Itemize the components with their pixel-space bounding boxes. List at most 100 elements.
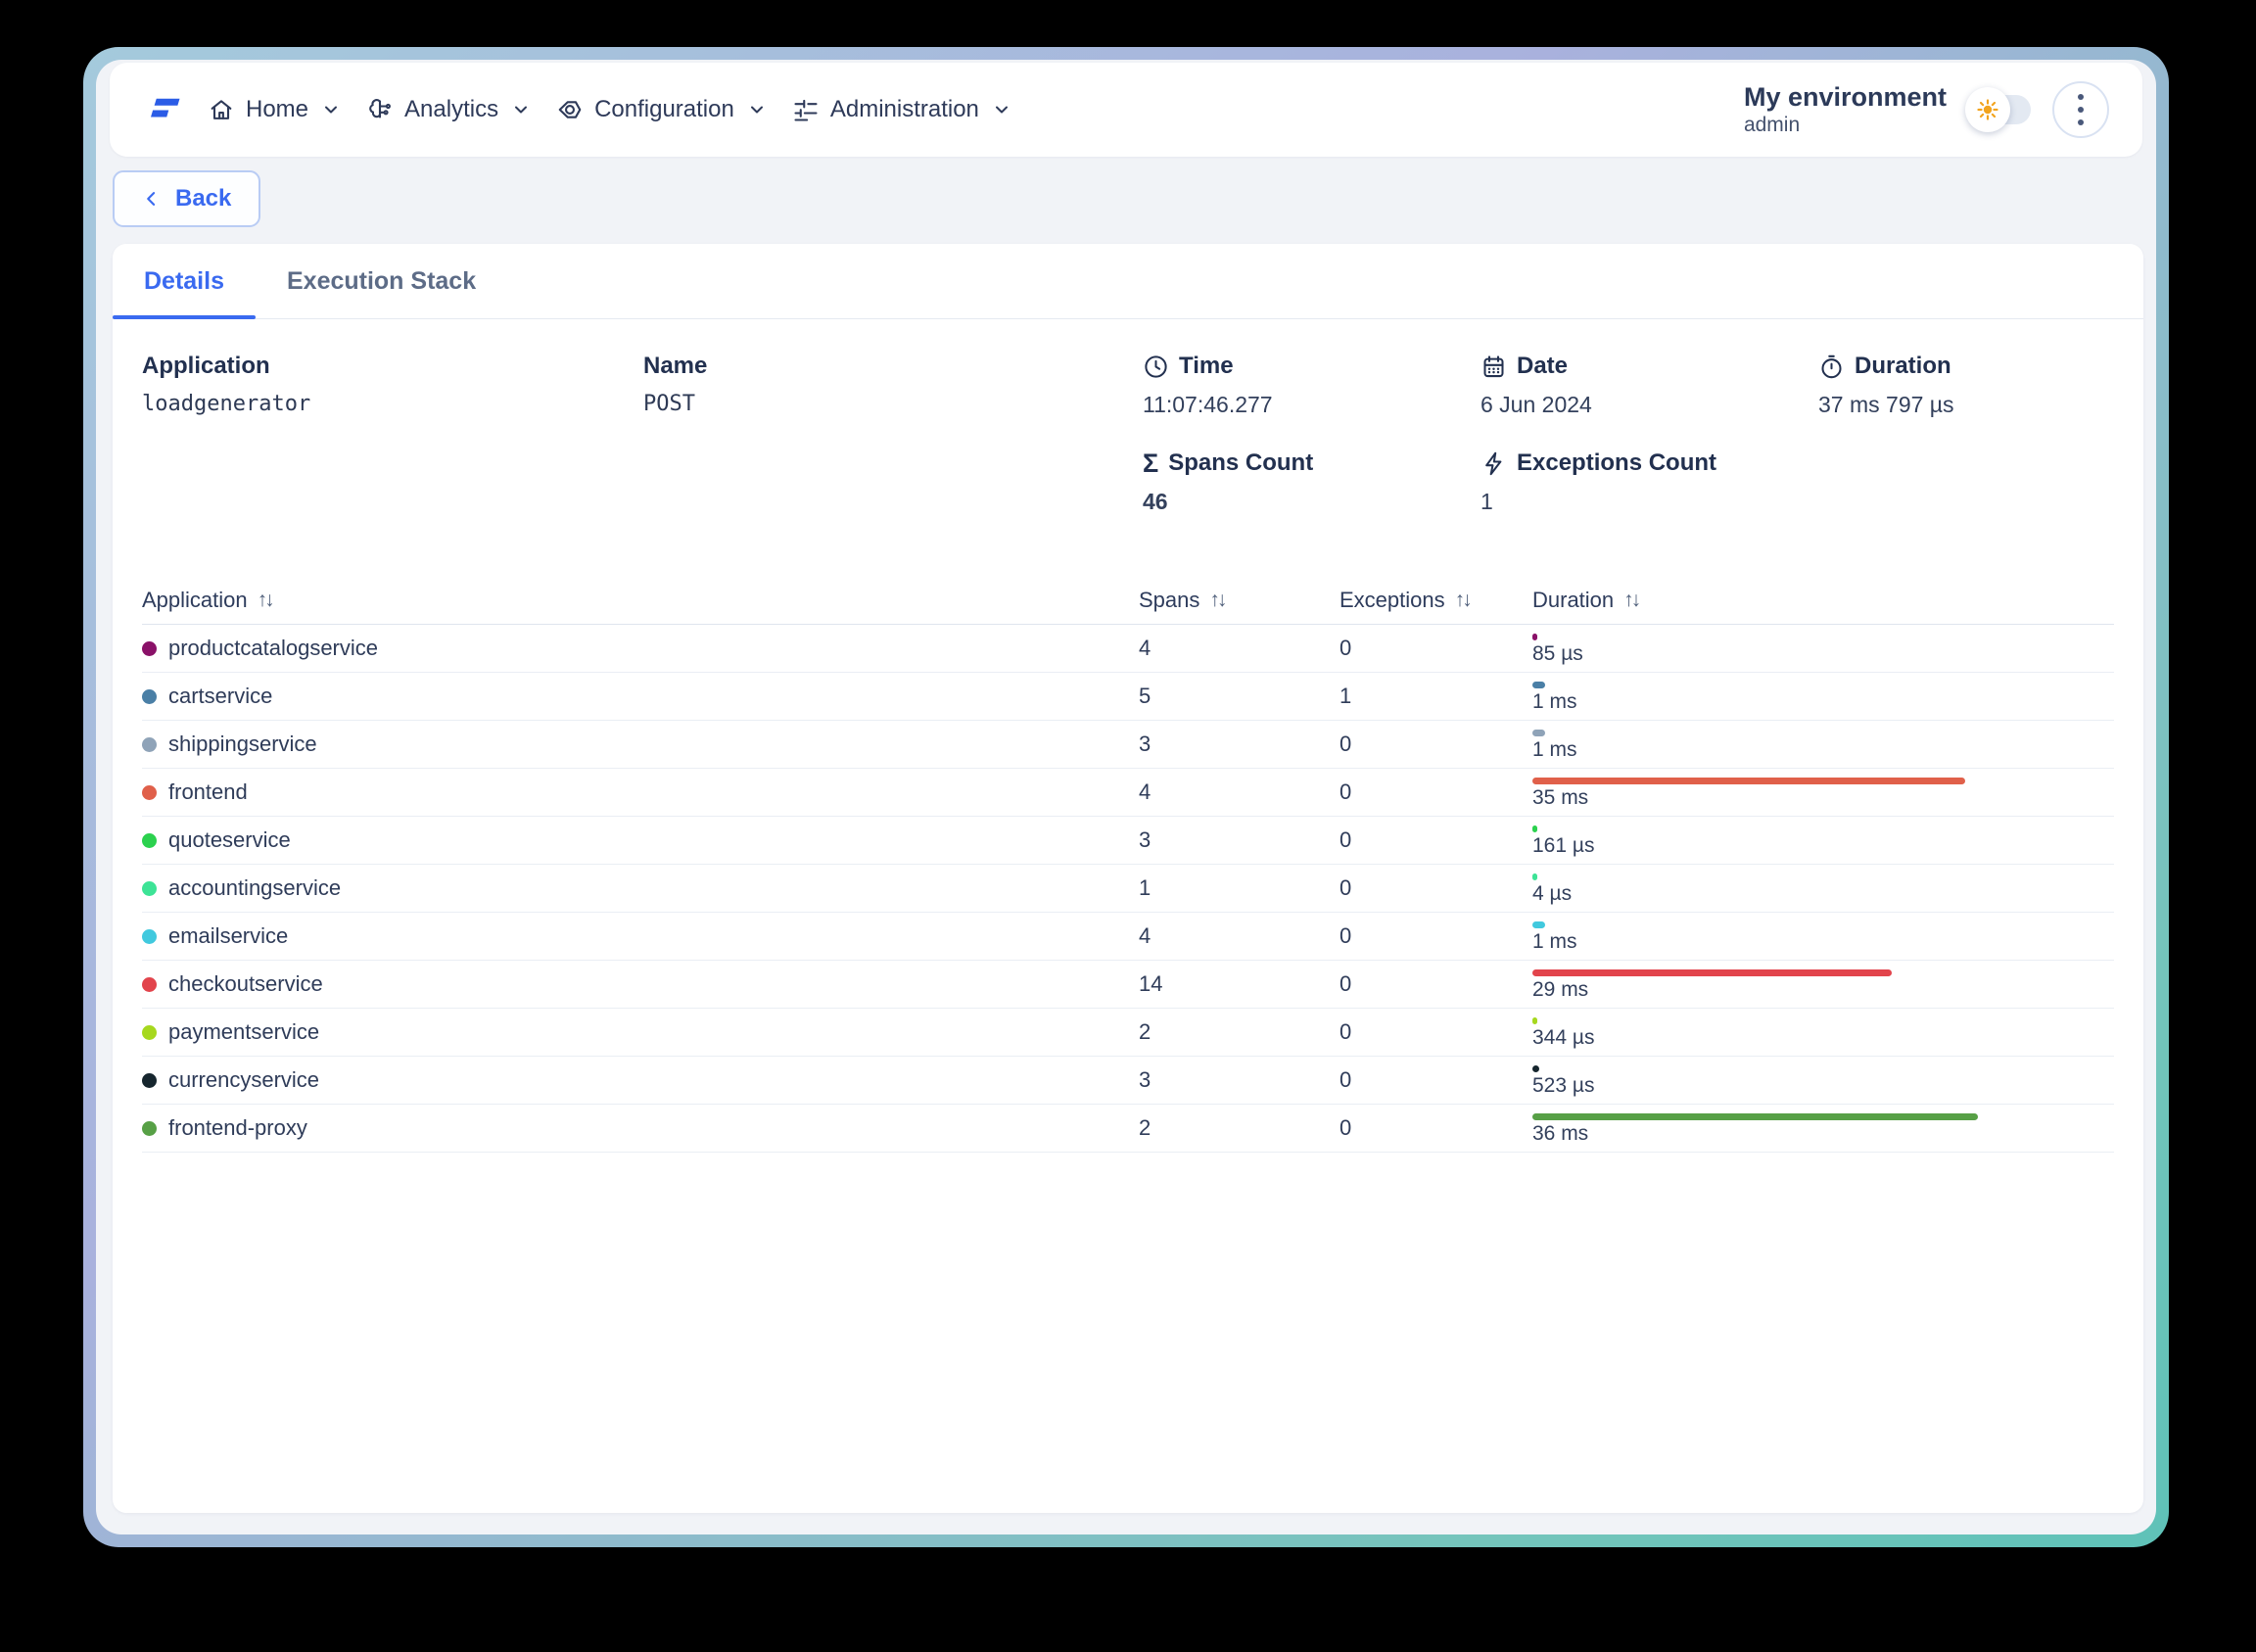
- service-color-dot: [142, 784, 157, 800]
- table-row[interactable]: emailservice 4 0 1 ms: [142, 913, 2114, 961]
- service-cell: emailservice: [142, 923, 1139, 949]
- summary-value: 1: [1480, 489, 1493, 514]
- tab-bar: Details Execution Stack: [113, 244, 2143, 319]
- theme-toggle[interactable]: [1965, 86, 2031, 132]
- duration-bar: [1532, 969, 1892, 976]
- service-cell: cartservice: [142, 684, 1139, 709]
- duration-label: 161 µs: [1532, 834, 1595, 857]
- nav-item-label: Home: [246, 96, 309, 122]
- column-label: Spans: [1139, 587, 1200, 612]
- nav-item-label: Analytics: [404, 96, 499, 122]
- tab-execution-stack[interactable]: Execution Stack: [256, 244, 507, 318]
- sort-duration-header[interactable]: Duration ↑↓: [1532, 588, 2114, 613]
- duration-bar: [1532, 778, 1966, 784]
- exceptions-count-cell: 0: [1340, 827, 1352, 852]
- tab-details[interactable]: Details: [113, 244, 256, 319]
- service-cell: accountingservice: [142, 875, 1139, 901]
- kebab-dot: [2078, 93, 2084, 100]
- bolt-icon: [1485, 451, 1502, 475]
- service-color-dot: [142, 832, 157, 848]
- sort-exceptions-header[interactable]: Exceptions ↑↓: [1340, 588, 1532, 613]
- duration-cell: 523 µs: [1532, 1057, 2114, 1104]
- nav-item-home[interactable]: Home: [208, 96, 341, 123]
- duration-bar: [1532, 682, 1545, 688]
- spans-count-cell: 1: [1139, 875, 1152, 900]
- environment-info: My environment admin: [1744, 81, 1947, 139]
- service-cell: productcatalogservice: [142, 636, 1139, 661]
- summary-value: 11:07:46.277: [1143, 392, 1273, 417]
- duration-cell: 36 ms: [1532, 1105, 2114, 1152]
- spans-count-cell: 4: [1139, 779, 1152, 804]
- service-name: paymentservice: [168, 1019, 320, 1044]
- spans-count-cell: 2: [1139, 1115, 1152, 1140]
- exceptions-count-cell: 0: [1340, 1067, 1352, 1092]
- sliders-icon: [794, 99, 818, 121]
- duration-bar: [1532, 1113, 1978, 1120]
- duration-label: 1 ms: [1532, 738, 1577, 761]
- duration-label: 85 µs: [1532, 642, 1583, 665]
- table-row[interactable]: checkoutservice 14 0 29 ms: [142, 961, 2114, 1009]
- chevron-down-icon: [750, 106, 763, 114]
- table-header: Application ↑↓ Spans ↑↓ Exceptions ↑↓: [142, 576, 2114, 625]
- sort-arrows-icon: ↑↓: [1454, 588, 1473, 611]
- duration-cell: 1 ms: [1532, 913, 2114, 960]
- exceptions-count-cell: 0: [1340, 923, 1352, 948]
- service-name: currencyservice: [168, 1067, 320, 1092]
- nav-item-administration[interactable]: Administration: [792, 96, 1011, 123]
- sort-application-header[interactable]: Application ↑↓: [142, 588, 1139, 613]
- duration-bar-track: [1532, 1113, 1978, 1120]
- duration-bar: [1532, 873, 1537, 880]
- exceptions-count-cell: 0: [1340, 875, 1352, 900]
- nav-item-analytics[interactable]: Analytics: [366, 96, 531, 123]
- chevron-down-icon: [515, 106, 528, 114]
- duration-cell: 35 ms: [1532, 769, 2114, 816]
- table-row[interactable]: frontend 4 0 35 ms: [142, 769, 2114, 817]
- table-row[interactable]: paymentservice 2 0 344 µs: [142, 1009, 2114, 1057]
- duration-cell: 1 ms: [1532, 721, 2114, 768]
- theme-toggle-thumb: [1965, 86, 2010, 132]
- table-row[interactable]: cartservice 5 1 1 ms: [142, 673, 2114, 721]
- summary-label: Spans Count: [1168, 449, 1314, 476]
- duration-cell: 4 µs: [1532, 865, 2114, 912]
- summary-value: 46: [1143, 489, 1168, 514]
- duration-label: 523 µs: [1532, 1074, 1595, 1097]
- table-row[interactable]: accountingservice 1 0 4 µs: [142, 865, 2114, 913]
- table-row[interactable]: productcatalogservice 4 0 85 µs: [142, 625, 2114, 673]
- more-menu-button[interactable]: [2052, 80, 2109, 138]
- spans-count-cell: 5: [1139, 684, 1152, 708]
- summary-label: Name: [643, 353, 708, 379]
- table-row[interactable]: quoteservice 3 0 161 µs: [142, 817, 2114, 865]
- tab-label: Details: [144, 266, 224, 295]
- summary-application: Application loadgenerator: [142, 353, 643, 418]
- chevron-down-icon: [995, 106, 1008, 114]
- summary-time: Time 11:07:46.277: [1143, 353, 1480, 418]
- service-color-dot: [142, 1024, 157, 1040]
- duration-bar-track: [1532, 1065, 1978, 1072]
- duration-label: 35 ms: [1532, 786, 1589, 809]
- summary-label: Duration: [1855, 353, 1951, 379]
- duration-bar: [1532, 826, 1537, 832]
- back-button[interactable]: Back: [113, 170, 261, 227]
- service-name: cartservice: [168, 684, 273, 708]
- duration-cell: 344 µs: [1532, 1009, 2114, 1056]
- duration-bar: [1532, 634, 1537, 640]
- service-cell: frontend: [142, 779, 1139, 805]
- exceptions-count-cell: 0: [1340, 779, 1352, 804]
- summary-value: POST: [643, 392, 695, 416]
- service-cell: quoteservice: [142, 827, 1139, 853]
- nav-item-configuration[interactable]: Configuration: [556, 96, 767, 123]
- table-row[interactable]: frontend-proxy 2 0 36 ms: [142, 1105, 2114, 1153]
- kebab-dot: [2078, 106, 2084, 113]
- table-row[interactable]: currencyservice 3 0 523 µs: [142, 1057, 2114, 1105]
- duration-bar-track: [1532, 634, 1978, 640]
- spans-count-cell: 4: [1139, 636, 1152, 660]
- environment-user: admin: [1743, 114, 1801, 137]
- sort-spans-header[interactable]: Spans ↑↓: [1139, 588, 1340, 613]
- configuration-nut-icon: [558, 101, 582, 118]
- trace-details-card: Details Execution Stack Application load…: [113, 244, 2143, 1513]
- duration-bar-track: [1532, 921, 1978, 928]
- app-logo-icon[interactable]: [143, 90, 182, 129]
- table-row[interactable]: shippingservice 3 0 1 ms: [142, 721, 2114, 769]
- duration-bar: [1532, 730, 1545, 736]
